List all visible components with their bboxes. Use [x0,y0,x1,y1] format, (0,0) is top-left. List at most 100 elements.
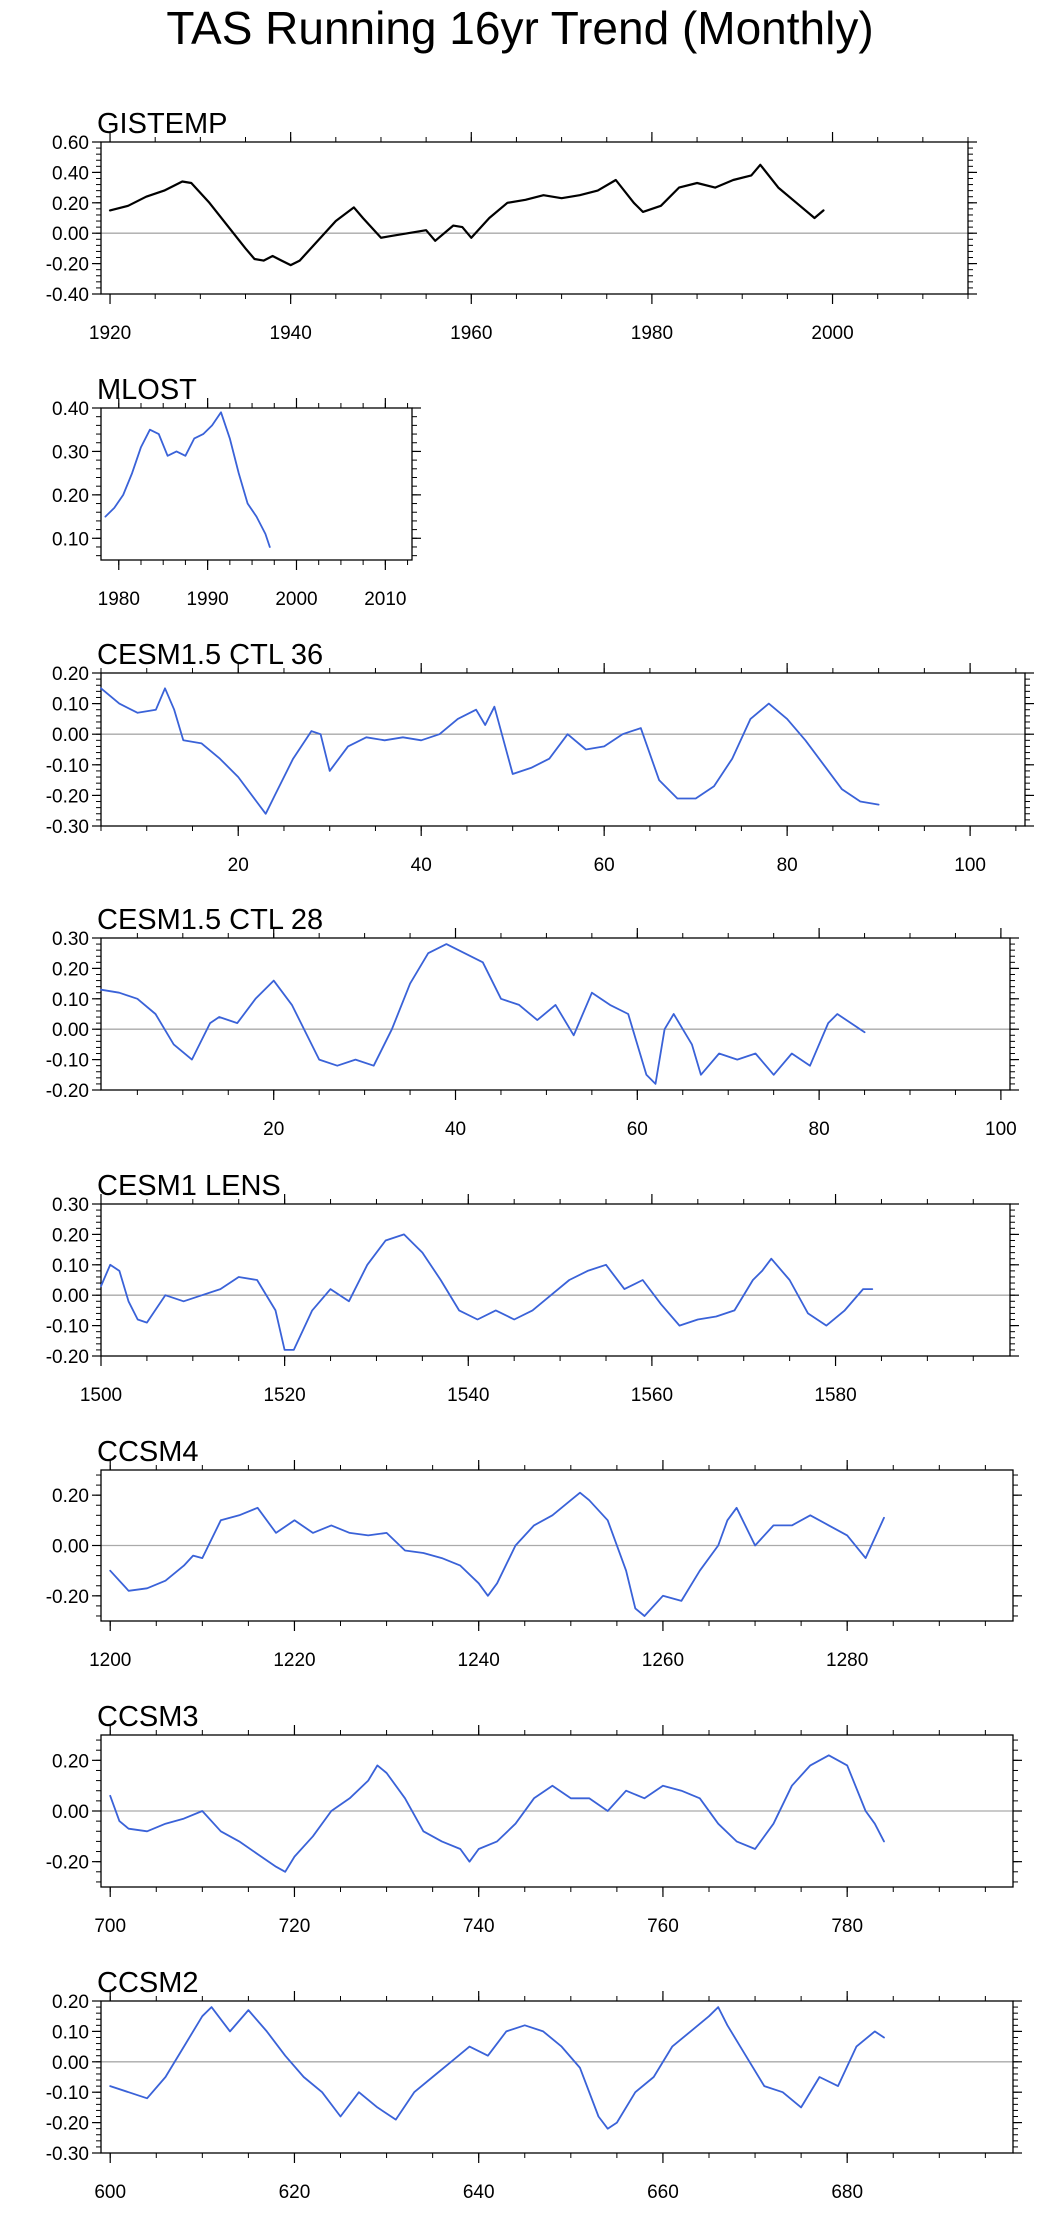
x-tick-label: 1540 [447,1385,489,1406]
y-tick-label: 0.00 [52,1537,89,1558]
y-tick-label: -0.10 [46,756,89,777]
chart-panel: CCSM4 -0.20 0.00 0.20 1200 1220 1240 1260 1280 [46,1436,1022,1671]
y-tick-label: 0.40 [52,163,89,184]
x-tick-label: 680 [831,2182,863,2203]
y-tick-label: 0.20 [52,1225,89,1246]
y-tick-label: 0.30 [52,1195,89,1216]
plot-frame [100,1203,1011,1357]
series-line [100,1233,874,1351]
y-tick-label: 0.00 [52,224,89,245]
y-tick-label: -0.20 [46,1587,89,1608]
plot-frame [100,2000,1014,2154]
panel-title: CESM1 LENS [97,1170,281,1202]
chart-panel: CESM1.5 CTL 36 -0.30 -0.20 -0.10 0.00 0.10 0.2… [46,639,1034,876]
y-tick-label: 0.20 [52,959,89,980]
x-tick-label: 100 [985,1119,1017,1140]
y-tick-label: -0.10 [46,1051,89,1072]
x-tick-label: 60 [594,855,615,876]
chart-panel: GISTEMP -0.40 -0.20 0.00 0.20 0.40 0.60 1920 194… [46,108,977,344]
plot-frame [100,672,1026,827]
x-tick-label: 620 [279,2182,311,2203]
y-tick-label: 0.20 [52,664,89,685]
y-tick-label: -0.10 [46,1317,89,1338]
plot-frame [100,141,969,295]
x-tick-label: 660 [647,2182,679,2203]
x-tick-label: 1960 [450,323,492,344]
x-tick-label: 700 [94,1916,126,1937]
y-tick-label: 0.10 [52,529,89,550]
x-tick-label: 1280 [826,1650,868,1671]
y-tick-label: 0.20 [52,1751,89,1772]
x-tick-label: 1920 [89,323,131,344]
y-tick-label: -0.20 [46,255,89,276]
chart-panel: MLOST 0.10 0.20 0.30 0.40 1980 1990 2000 2010 [52,374,421,610]
y-tick-label: -0.10 [46,2083,89,2104]
x-tick-label: 1500 [80,1385,122,1406]
panel-title: CCSM2 [97,1967,199,1999]
x-tick-label: 740 [463,1916,495,1937]
x-tick-label: 720 [279,1916,311,1937]
panel-title: CCSM4 [97,1436,199,1468]
series-line [104,411,271,548]
y-tick-label: -0.20 [46,1081,89,1102]
series-line [109,1491,885,1617]
y-tick-label: 0.20 [52,486,89,507]
x-tick-label: 640 [463,2182,495,2203]
page-title: TAS Running 16yr Trend (Monthly) [166,2,873,54]
y-tick-label: 0.00 [52,725,89,746]
x-tick-label: 2010 [364,589,406,610]
x-tick-label: 40 [445,1119,466,1140]
chart-panel: CESM1 LENS -0.20 -0.10 0.00 0.10 0.20 0.30 1500… [46,1170,1019,1406]
y-tick-label: 0.30 [52,929,89,950]
x-tick-label: 1580 [814,1385,856,1406]
panel-title: CESM1.5 CTL 28 [97,904,323,936]
y-tick-label: 0.10 [52,695,89,716]
x-tick-label: 60 [627,1119,648,1140]
y-tick-label: -0.20 [46,2114,89,2135]
plot-frame [100,407,413,561]
y-tick-label: -0.30 [46,817,89,838]
x-tick-label: 760 [647,1916,679,1937]
y-tick-label: 0.60 [52,133,89,154]
x-tick-label: 1200 [89,1650,131,1671]
panel-title: GISTEMP [97,108,228,140]
panel-title: CCSM3 [97,1701,199,1733]
chart-panel: CCSM3 -0.20 0.00 0.20 700 720 740 760 780 [46,1701,1022,1937]
plot-frame [100,937,1011,1091]
x-tick-label: 1980 [98,589,140,610]
x-tick-label: 600 [94,2182,126,2203]
x-tick-label: 2000 [275,589,317,610]
x-tick-label: 1240 [458,1650,500,1671]
x-tick-label: 780 [831,1916,863,1937]
y-tick-label: 0.00 [52,1802,89,1823]
y-tick-label: 0.20 [52,194,89,215]
x-tick-label: 1520 [263,1385,305,1406]
chart-panel: CESM1.5 CTL 28 -0.20 -0.10 0.00 0.10 0.20 0.30… [46,904,1019,1140]
x-tick-label: 1980 [631,323,673,344]
x-tick-label: 1990 [186,589,228,610]
chart-panel: CCSM2 -0.30 -0.20 -0.10 0.00 0.10 0.20 600 620 64… [46,1967,1022,2203]
x-tick-label: 1560 [631,1385,673,1406]
y-tick-label: 0.40 [52,399,89,420]
x-tick-label: 1940 [270,323,312,344]
y-tick-label: 0.00 [52,1286,89,1307]
y-tick-label: 0.00 [52,1020,89,1041]
series-line [109,1754,885,1873]
y-tick-label: -0.20 [46,786,89,807]
series-line [100,943,866,1085]
y-tick-label: 0.10 [52,1256,89,1277]
x-tick-label: 20 [263,1119,284,1140]
y-tick-label: -0.20 [46,1347,89,1368]
y-tick-label: -0.30 [46,2144,89,2165]
panel-title: CESM1.5 CTL 36 [97,639,323,671]
x-tick-label: 20 [228,855,249,876]
x-tick-label: 2000 [811,323,853,344]
y-tick-label: 0.00 [52,2053,89,2074]
y-tick-label: 0.10 [52,990,89,1011]
series-line [108,163,825,267]
y-tick-label: -0.40 [46,285,89,306]
x-tick-label: 1260 [642,1650,684,1671]
y-tick-label: 0.10 [52,2022,89,2043]
